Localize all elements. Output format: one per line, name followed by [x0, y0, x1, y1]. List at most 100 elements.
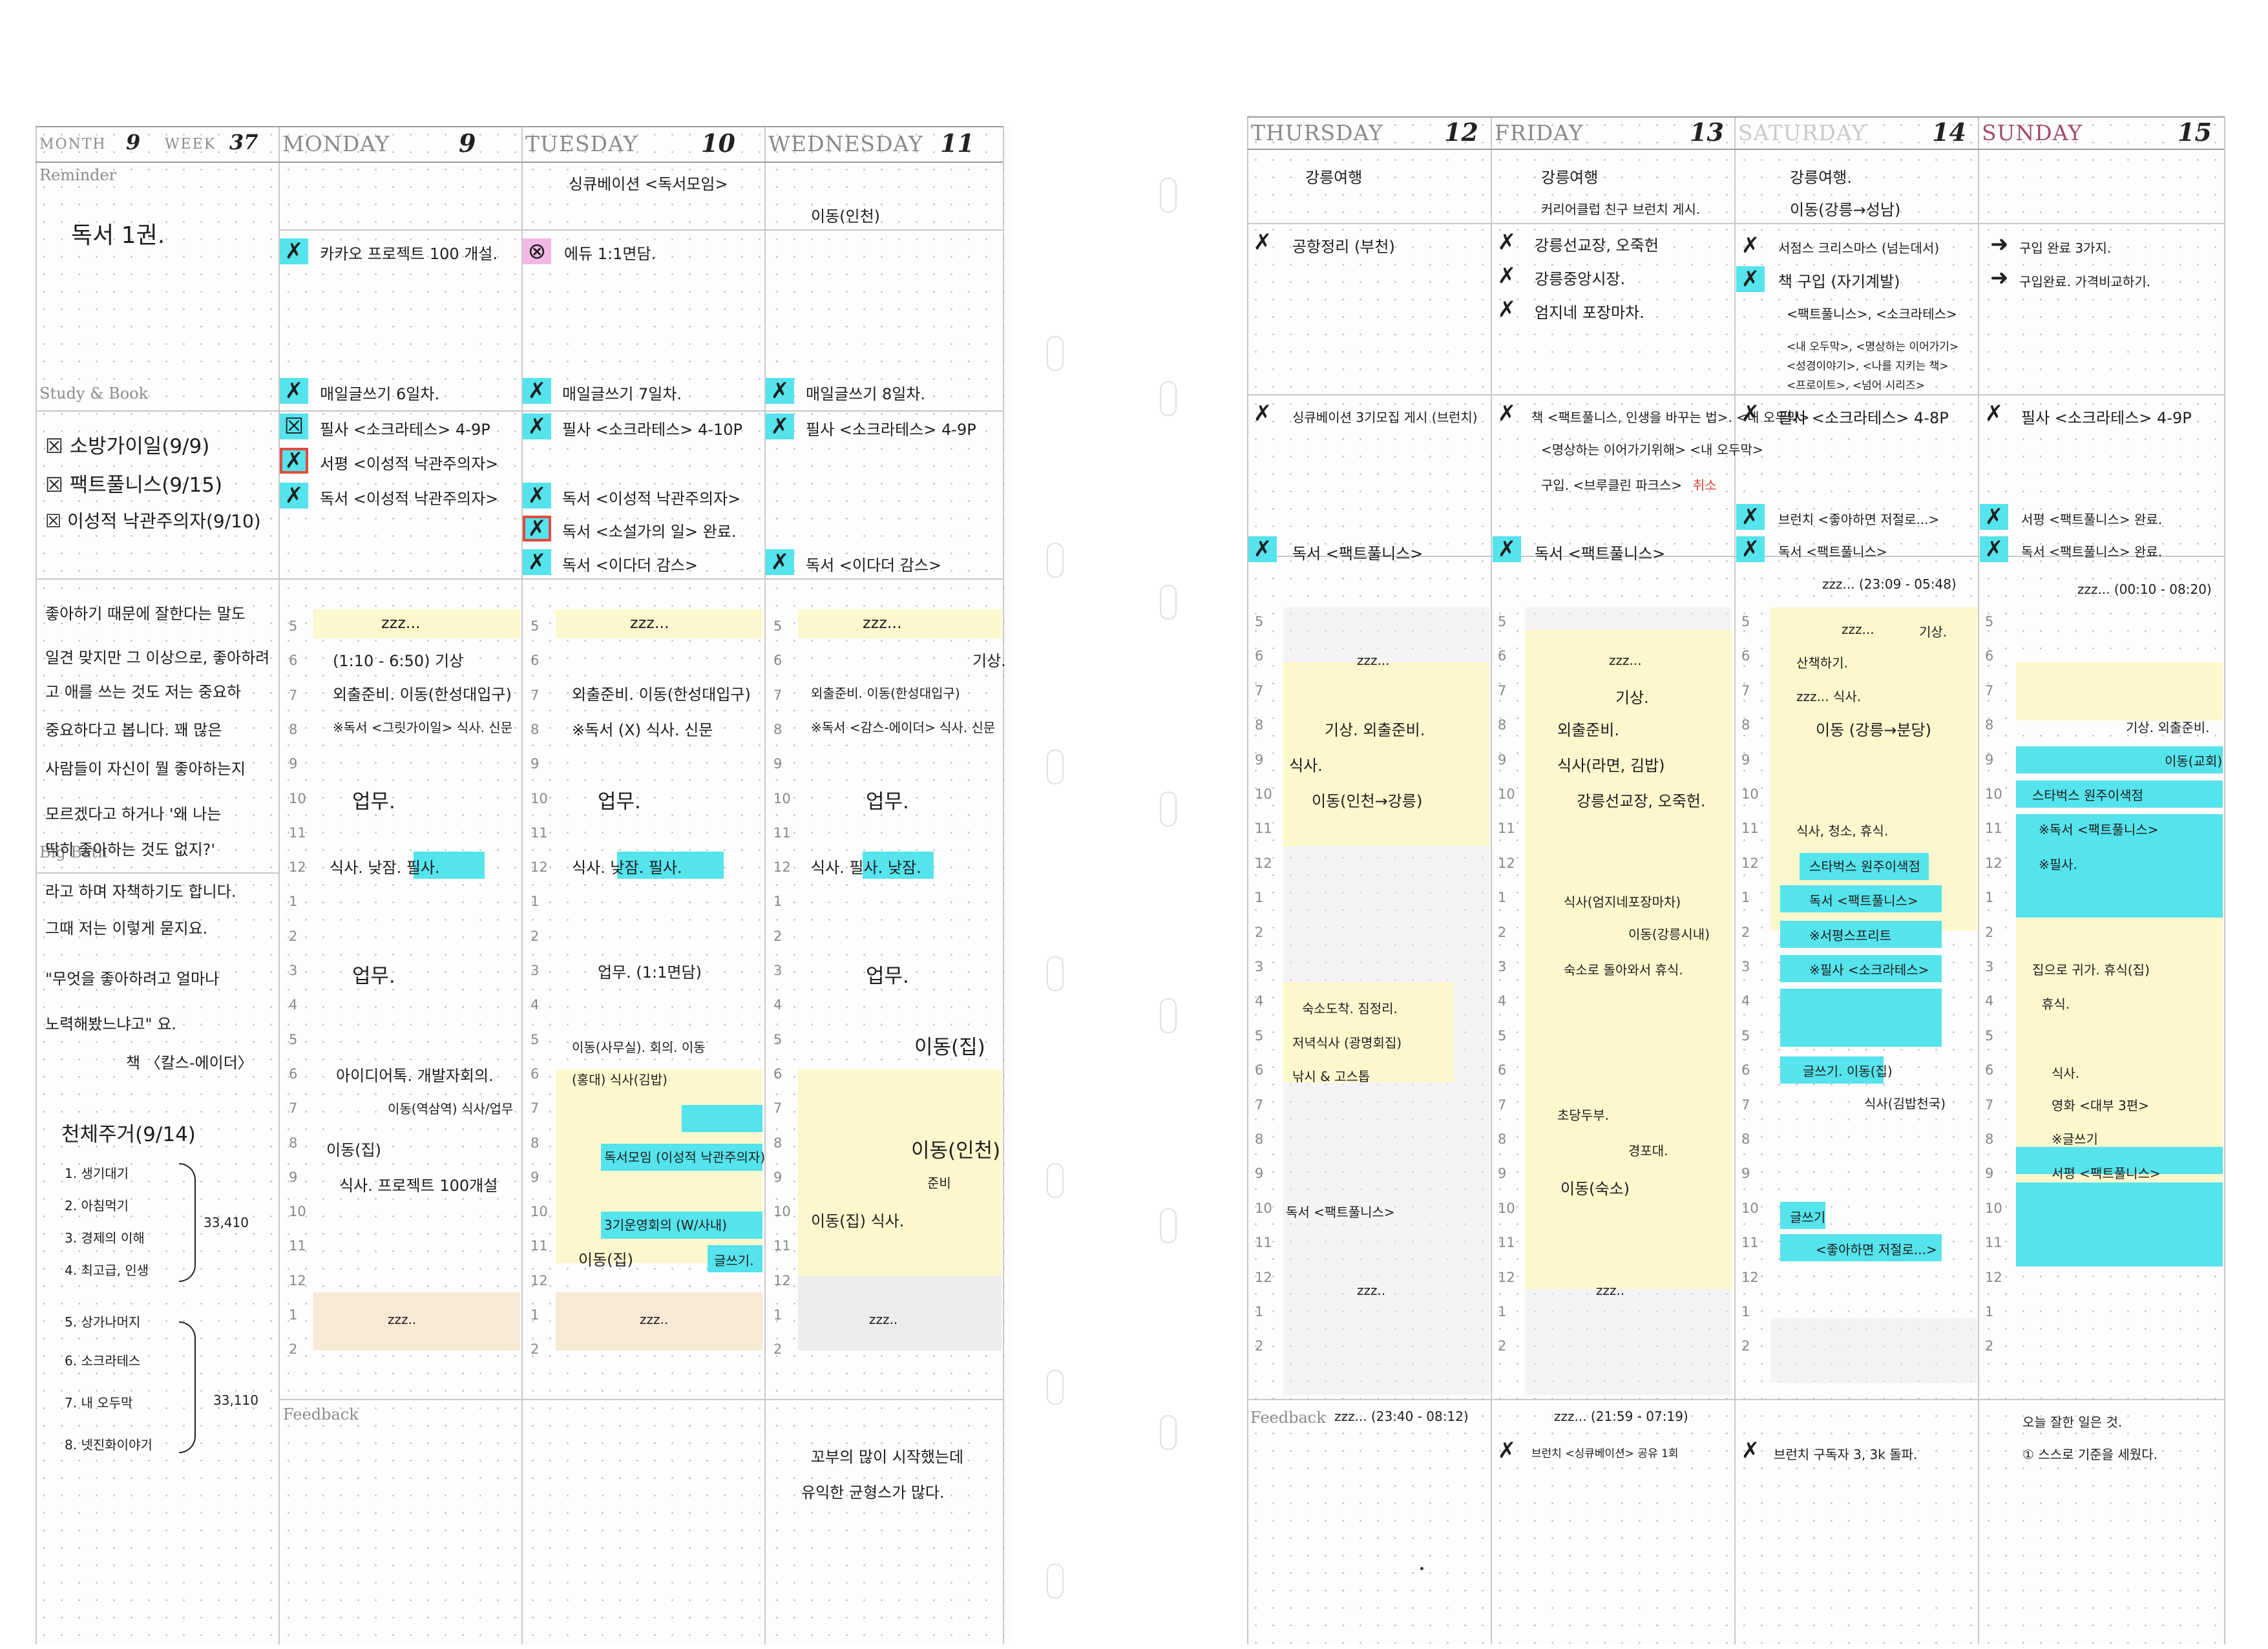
checkbox-done[interactable]: ✗ [523, 483, 551, 509]
checkbox-done[interactable]: ✗ [1497, 401, 1517, 426]
checkbox-done[interactable]: ✗ [1741, 233, 1760, 258]
binder-ring [1160, 998, 1177, 1033]
hour-label: 7 [1255, 1097, 1264, 1113]
checkbox-done[interactable]: ✗ [1497, 297, 1517, 322]
hour-label: 12 [1255, 1269, 1272, 1285]
reminder-note: 독서 1권. [71, 222, 165, 249]
sun-schedule: 식사. [2052, 1066, 2080, 1081]
highlight [601, 1212, 762, 1239]
hour-label: 1 [289, 1307, 298, 1323]
checkbox-done[interactable]: ✗ [523, 549, 551, 575]
checkbox-done[interactable]: ✗ [1736, 266, 1765, 292]
checkbox-done[interactable]: ✗ [1736, 504, 1765, 530]
sat-schedule: ※서평스프리트 [1809, 928, 1892, 943]
wednesday-study: 독서 <이다더 감스> [806, 556, 942, 574]
checkbox-done[interactable]: ✗ [766, 549, 794, 575]
hour-label: 9 [1498, 1166, 1507, 1182]
quote-line: 라고 하며 자책하기도 합니다. [45, 883, 236, 901]
sun-schedule: 영화 <대부 3편> [2052, 1098, 2149, 1113]
tuesday-event: 싱큐베이션 <독서모임> [569, 175, 728, 193]
tuesday-study: 독서 <소설가의 일> 완료. [562, 523, 737, 541]
checkbox-done[interactable]: ✗ [1497, 229, 1517, 255]
date-friday: 13 [1690, 118, 1724, 147]
hour-label: 6 [289, 653, 298, 669]
hour-label: 8 [1741, 717, 1750, 733]
hour-label: 3 [773, 963, 782, 978]
hour-label: 2 [1255, 924, 1264, 940]
bath-item: 6. 소크라테스 [65, 1353, 141, 1369]
hour-label: 6 [1741, 1062, 1750, 1078]
hour-label: 12 [773, 859, 791, 876]
hour-label: 7 [1498, 682, 1507, 698]
friday-event-2: 커리어클럽 친구 브런치 게시. [1541, 202, 1701, 217]
wed-schedule: zzz... [863, 614, 902, 632]
sun-schedule: 이동(교회) [2165, 753, 2223, 769]
thu-schedule: 기상. 외출준비. [1325, 721, 1425, 739]
checkbox-done[interactable]: ✗ [1497, 263, 1517, 289]
checkbox-done[interactable]: ✗ [1741, 1438, 1760, 1464]
hour-label: 10 [530, 1204, 548, 1220]
monday-study: 서평 <이성적 낙관주의자> [320, 455, 499, 473]
hour-label: 10 [1498, 1200, 1515, 1216]
highlight [1283, 662, 1489, 846]
checkbox-done[interactable]: ✗ [1497, 1438, 1517, 1464]
checkbox-done[interactable]: ✗ [1741, 401, 1760, 426]
bath-item: 2. 아침먹기 [65, 1198, 129, 1213]
checkbox-done[interactable]: ✗ [1736, 536, 1765, 562]
checkbox-done[interactable]: ✗ [1980, 504, 2008, 530]
hour-label: 9 [1741, 1166, 1750, 1182]
quote-line: 고 애를 쓰는 것도 저는 중요하 [45, 683, 242, 701]
hour-label: 5 [773, 1031, 782, 1047]
checkbox-done[interactable]: ✗ [280, 448, 308, 474]
hour-label: 10 [1255, 786, 1272, 802]
hour-label: 4 [289, 997, 298, 1013]
checkbox-done[interactable]: ✗ [523, 414, 551, 439]
checkbox-done[interactable]: ☒ [280, 414, 308, 439]
checkbox-done[interactable]: ✗ [1984, 401, 2004, 426]
checkbox-done[interactable]: ✗ [1253, 401, 1272, 426]
wed-schedule: 이동(집) [914, 1036, 985, 1059]
wed-schedule: 준비 [927, 1175, 951, 1191]
checkbox-done[interactable]: ✗ [1493, 536, 1521, 562]
checkbox-done[interactable]: ✗ [1253, 229, 1272, 255]
monday-study: 매일글쓰기 6일차. [320, 385, 440, 403]
binder-ring [1160, 381, 1177, 416]
hour-label: 2 [773, 1341, 782, 1358]
highlight [1780, 921, 1942, 948]
hour-label: 7 [1741, 682, 1750, 698]
day-header-monday: MONDAY [282, 131, 390, 156]
date-wednesday: 11 [940, 129, 974, 158]
arrow-icon: ➜ [1990, 265, 2009, 291]
hour-label: 3 [1741, 959, 1750, 974]
sunday-task: 구입완료. 가격비교하기. [2019, 274, 2151, 289]
highlight [1780, 1202, 1825, 1229]
checkbox-done[interactable]: ✗ [280, 483, 308, 509]
arrow-icon: ➜ [1990, 231, 2009, 257]
checkbox-done[interactable]: ✗ [523, 378, 551, 404]
hour-label: 4 [773, 997, 782, 1013]
hour-label: 12 [289, 1272, 306, 1288]
hour-label: 11 [1985, 1235, 2002, 1251]
wed-schedule: zzz.. [869, 1312, 898, 1327]
hour-label: 10 [1498, 786, 1515, 802]
checkbox-done[interactable]: ✗ [280, 378, 308, 404]
checkbox-done[interactable]: ⊗ [523, 238, 551, 264]
hour-label: 8 [1255, 717, 1264, 733]
checkbox-done[interactable]: ✗ [1980, 536, 2008, 562]
saturday-book: <프로이트>, <넘어 시리즈> [1787, 379, 1925, 392]
hour-label: 12 [773, 1272, 791, 1288]
date-tuesday: 10 [701, 129, 735, 158]
hour-label: 6 [773, 1066, 782, 1082]
checkbox-done[interactable]: ✗ [523, 516, 551, 541]
hour-label: 12 [530, 859, 548, 876]
checkbox-done[interactable]: ✗ [766, 378, 794, 404]
checkbox-done[interactable]: ✗ [766, 414, 794, 439]
study-item: ☒ 이성적 낙관주의자(9/10) [45, 510, 261, 532]
sun-schedule: 휴식. [2042, 996, 2070, 1012]
hour-label: 4 [530, 997, 540, 1013]
hour-label: 9 [289, 1169, 298, 1185]
checkbox-done[interactable]: ✗ [1248, 536, 1277, 562]
bracket-mark [179, 1163, 196, 1282]
hour-label: 11 [1498, 821, 1515, 837]
checkbox-done[interactable]: ✗ [280, 238, 308, 264]
